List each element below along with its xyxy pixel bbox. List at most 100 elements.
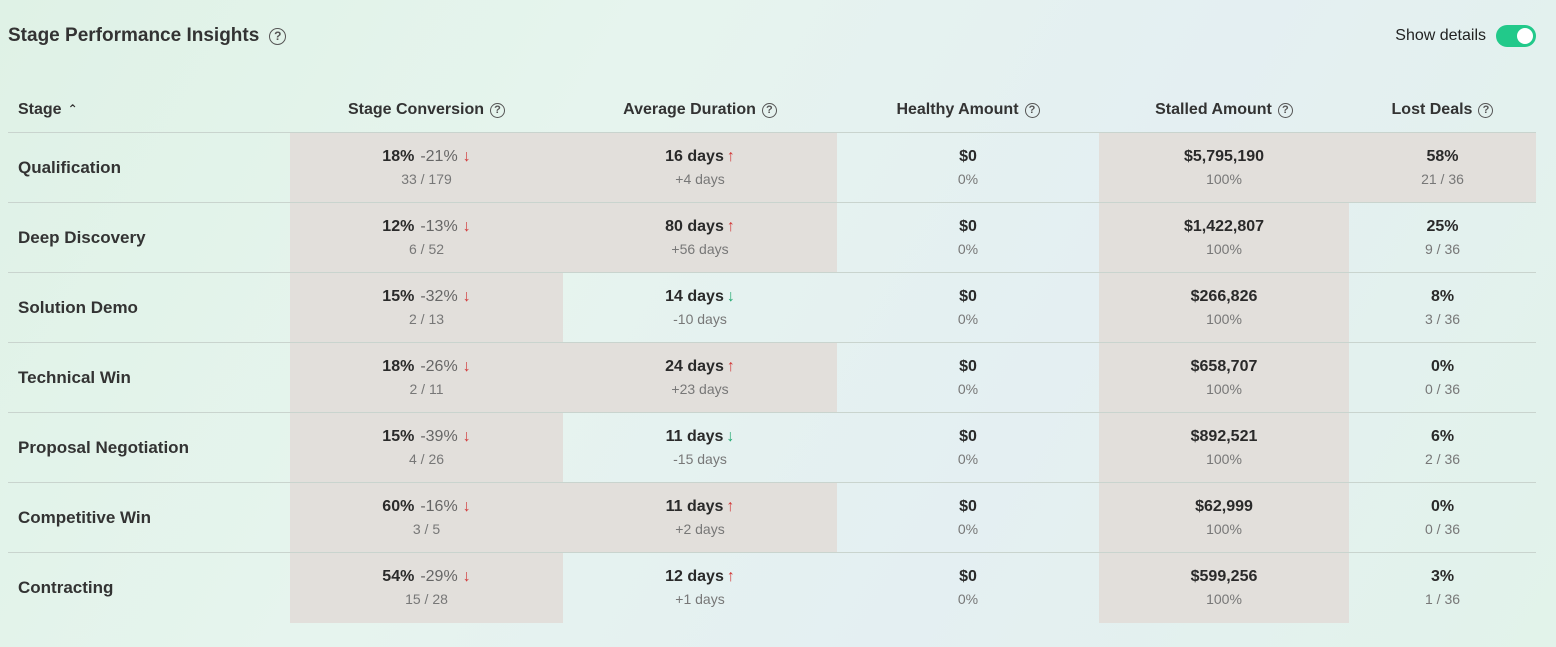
- lost-deals-cell: 0% 0 / 36: [1349, 482, 1536, 553]
- column-header-label: Stalled Amount: [1155, 101, 1272, 118]
- lost-deals-cell: 3% 1 / 36: [1349, 553, 1536, 624]
- table-row[interactable]: Contracting 54% -29% ↓ 15 / 28 12 days ↑ +1 day…: [8, 552, 1536, 624]
- table-row[interactable]: Solution Demo 15% -32% ↓ 2 / 13 14 days ↓ -10 d…: [8, 272, 1536, 343]
- lost-deals-percent: 0%: [1430, 357, 1455, 375]
- average-duration-cell: 11 days ↑ +2 days: [563, 482, 837, 553]
- trend-down-icon: ↓: [726, 287, 735, 305]
- column-header-label: Stage Conversion: [347, 101, 485, 118]
- help-icon[interactable]: ?: [1024, 102, 1040, 118]
- stage-name-cell: Qualification: [8, 132, 290, 203]
- stalled-amount-value: $62,999: [1195, 497, 1253, 515]
- healthy-amount-value: $0: [959, 568, 977, 585]
- trend-up-icon: ↑: [726, 568, 735, 585]
- lost-deals-percent: 0%: [1430, 497, 1455, 515]
- conversion-delta: -29%: [420, 568, 458, 585]
- table-row[interactable]: Deep Discovery 12% -13% ↓ 6 / 52 80 days ↑ +56 …: [8, 202, 1536, 273]
- lost-deals-percent: 25%: [1426, 217, 1459, 235]
- lost-deals-percent: 3%: [1430, 568, 1455, 585]
- average-duration-cell: 24 days ↑ +23 days: [563, 342, 837, 413]
- stalled-amount-cell: $5,795,190 100%: [1099, 132, 1349, 203]
- show-details-toggle[interactable]: [1496, 25, 1536, 47]
- healthy-amount-cell: $0 0%: [837, 482, 1099, 553]
- healthy-amount-cell: $0 0%: [837, 342, 1099, 413]
- conversion-percent: 18%: [382, 357, 415, 375]
- conversion-percent: 54%: [382, 568, 415, 585]
- stalled-amount-value: $658,707: [1190, 357, 1258, 375]
- conversion-delta: -32%: [420, 287, 458, 305]
- table-row[interactable]: Qualification 18% -21% ↓ 33 / 179 16 days ↑ +4 …: [8, 132, 1536, 203]
- help-icon[interactable]: ?: [490, 102, 506, 118]
- help-icon[interactable]: ?: [761, 102, 777, 118]
- conversion-percent: 15%: [382, 287, 415, 305]
- trend-down-icon: ↓: [462, 217, 471, 235]
- duration-value: 11 days: [665, 427, 724, 445]
- stalled-amount-cell: $1,422,807 100%: [1099, 202, 1349, 273]
- stalled-amount-value: $892,521: [1190, 427, 1258, 445]
- stalled-amount-value: $5,795,190: [1183, 147, 1265, 165]
- stalled-amount-value: $1,422,807: [1183, 217, 1265, 235]
- column-header-label: Healthy Amount: [896, 101, 1019, 118]
- trend-up-icon: ↑: [726, 497, 735, 515]
- stalled-amount-percent: 100%: [1206, 450, 1242, 467]
- toggle-knob: [1517, 28, 1533, 44]
- conversion-percent: 12%: [382, 217, 415, 235]
- duration-value: 12 days: [665, 568, 724, 585]
- stalled-amount-cell: $266,826 100%: [1099, 272, 1349, 343]
- conversion-ratio: 2 / 11: [409, 380, 444, 397]
- duration-change: +4 days: [675, 170, 725, 187]
- stage-table: Stage ⌃ Stage Conversion ? Average Durat…: [8, 88, 1536, 623]
- conversion-percent: 60%: [382, 497, 415, 515]
- average-duration-cell: 11 days ↓ -15 days: [563, 412, 837, 483]
- duration-change: -15 days: [673, 450, 727, 467]
- duration-value: 14 days: [665, 287, 724, 305]
- healthy-amount-value: $0: [959, 287, 977, 305]
- stalled-amount-cell: $892,521 100%: [1099, 412, 1349, 483]
- trend-down-icon: ↓: [462, 427, 471, 445]
- column-header-stage-conversion: Stage Conversion ?: [290, 88, 563, 133]
- stage-conversion-cell: 18% -26% ↓ 2 / 11: [290, 342, 563, 413]
- stage-conversion-cell: 12% -13% ↓ 6 / 52: [290, 202, 563, 273]
- average-duration-cell: 14 days ↓ -10 days: [563, 272, 837, 343]
- healthy-amount-percent: 0%: [957, 310, 979, 327]
- table-row[interactable]: Technical Win 18% -26% ↓ 2 / 11 24 days ↑ +23 d…: [8, 342, 1536, 413]
- lost-deals-ratio: 0 / 36: [1424, 380, 1461, 397]
- healthy-amount-value: $0: [959, 497, 977, 515]
- conversion-delta: -16%: [420, 497, 458, 515]
- trend-up-icon: ↑: [726, 217, 735, 235]
- healthy-amount-percent: 0%: [957, 450, 979, 467]
- table-row[interactable]: Competitive Win 60% -16% ↓ 3 / 5 11 days ↑ +2 d…: [8, 482, 1536, 553]
- trend-down-icon: ↓: [462, 357, 471, 375]
- trend-down-icon: ↓: [726, 427, 735, 445]
- stalled-amount-percent: 100%: [1206, 310, 1242, 327]
- conversion-delta: -21%: [420, 147, 458, 165]
- stage-conversion-cell: 54% -29% ↓ 15 / 28: [290, 552, 563, 623]
- duration-value: 80 days: [665, 217, 724, 235]
- table-row[interactable]: Proposal Negotiation 15% -39% ↓ 4 / 26 11 day…: [8, 412, 1536, 483]
- help-icon[interactable]: ?: [1478, 102, 1494, 118]
- conversion-ratio: 15 / 28: [405, 591, 448, 607]
- stalled-amount-cell: $658,707 100%: [1099, 342, 1349, 413]
- healthy-amount-percent: 0%: [957, 520, 979, 537]
- stalled-amount-percent: 100%: [1206, 170, 1242, 187]
- healthy-amount-percent: 0%: [957, 170, 979, 187]
- sort-ascending-icon[interactable]: ⌃: [67, 102, 78, 116]
- stage-name-cell: Technical Win: [8, 342, 290, 413]
- help-icon[interactable]: ?: [269, 27, 287, 45]
- column-header-label: Average Duration: [623, 101, 756, 118]
- healthy-amount-value: $0: [959, 357, 977, 375]
- lost-deals-percent: 6%: [1430, 427, 1455, 445]
- healthy-amount-percent: 0%: [957, 240, 979, 257]
- stalled-amount-value: $599,256: [1190, 568, 1258, 585]
- conversion-ratio: 33 / 179: [401, 170, 452, 187]
- help-icon[interactable]: ?: [1277, 102, 1293, 118]
- lost-deals-ratio: 2 / 36: [1424, 450, 1461, 467]
- lost-deals-cell: 0% 0 / 36: [1349, 342, 1536, 413]
- lost-deals-ratio: 9 / 36: [1424, 240, 1461, 257]
- show-details-label: Show details: [1395, 27, 1486, 44]
- column-header-label: Stage: [18, 101, 62, 118]
- trend-down-icon: ↓: [462, 287, 471, 305]
- healthy-amount-percent: 0%: [957, 591, 979, 607]
- average-duration-cell: 80 days ↑ +56 days: [563, 202, 837, 273]
- healthy-amount-cell: $0 0%: [837, 412, 1099, 483]
- column-header-stage[interactable]: Stage ⌃: [8, 88, 290, 133]
